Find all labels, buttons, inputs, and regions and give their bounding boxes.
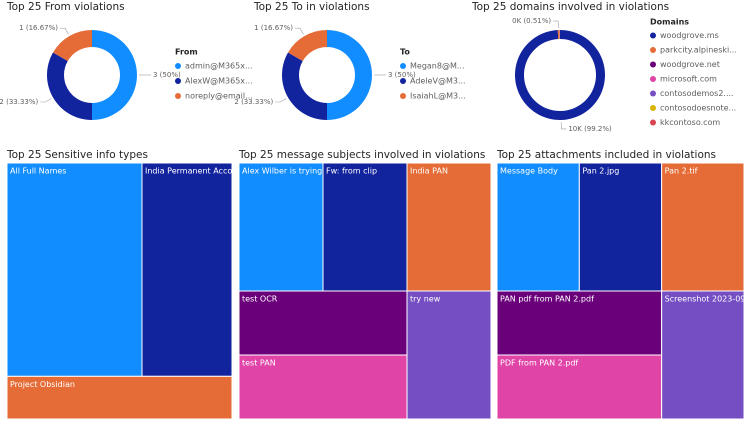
treemap-tile — [661, 162, 745, 292]
legend-marker — [650, 119, 656, 126]
donut-slice — [288, 30, 327, 61]
legend-label: woodgrove.net — [660, 60, 720, 69]
legend-label: woodgrove.ms — [660, 31, 719, 40]
tile-label: try new — [410, 295, 441, 304]
data-label: 0K (0.51%) — [512, 17, 551, 25]
treemap-tile — [6, 162, 143, 377]
leader-line — [553, 20, 559, 29]
legend-label: admin@M365x... — [185, 62, 253, 71]
legend-marker — [400, 93, 406, 99]
leader-line — [295, 27, 304, 35]
tile-label: Pan 2.jpg — [582, 167, 619, 176]
donut-slice — [282, 52, 327, 120]
legend-marker — [175, 93, 181, 99]
donut-slice — [515, 30, 605, 120]
chart-title: Top 25 attachments included in violation… — [496, 149, 716, 161]
treemap-tile — [578, 162, 663, 292]
tile-label: test PAN — [242, 359, 276, 368]
legend-label: AdeleV@M3... — [410, 77, 466, 86]
leader-line — [60, 27, 69, 35]
donut-slice — [92, 30, 137, 120]
data-label: 3 (50%) — [153, 71, 181, 79]
legend-marker — [175, 78, 181, 84]
tile-label: test OCR — [242, 295, 278, 304]
chart-title: Top 25 To in violations — [253, 1, 370, 13]
legend-marker — [650, 90, 656, 97]
tile-label: India Permanent Acco... — [145, 167, 240, 176]
data-label: 2 (33.33%) — [234, 98, 273, 106]
donut-slice — [557, 30, 560, 40]
tile-label: PAN pdf from PAN 2.pdf — [500, 295, 594, 304]
treemap-tile — [238, 162, 324, 292]
tile-label: Pan 2.tif — [665, 167, 698, 176]
tile-label: Project Obsidian — [10, 380, 75, 389]
data-label: 1 (16.67%) — [19, 24, 58, 32]
tile-label: Fw: from clip — [326, 167, 377, 176]
treemap-tile — [238, 290, 408, 356]
legend-marker — [650, 32, 656, 39]
tile-label: Alex Wilber is trying ... — [242, 167, 332, 176]
legend-title: Domains — [650, 18, 689, 27]
legend-marker — [175, 63, 181, 69]
legend-marker — [650, 61, 656, 68]
leader-line — [275, 98, 287, 103]
tile-label: India PAN — [410, 167, 448, 176]
treemap-tile — [661, 290, 745, 420]
legend-label: contosodoesnote... — [660, 104, 736, 113]
treemap-tile — [496, 354, 663, 420]
legend-label: noreply@email... — [185, 92, 253, 101]
treemap-tile — [6, 375, 233, 420]
legend-title: From — [175, 48, 198, 57]
chart-title: Top 25 message subjects involved in viol… — [238, 149, 485, 161]
legend-label: contosodemos2.... — [660, 89, 734, 98]
data-label: 10K (99.2%) — [568, 125, 612, 133]
legend-label: parkcity.alpineski... — [660, 46, 737, 55]
leader-line — [40, 98, 52, 103]
legend-marker — [650, 47, 656, 53]
legend-label: microsoft.com — [660, 75, 717, 84]
treemap-tile — [406, 290, 492, 420]
chart-title: Top 25 From violations — [6, 1, 125, 13]
treemap-tile — [406, 162, 492, 292]
legend-marker — [400, 78, 406, 84]
donut-slice — [53, 30, 92, 61]
treemap-tile — [322, 162, 408, 292]
donut-slice — [46, 52, 92, 120]
tile-label: Screenshot 2023-09... — [665, 295, 750, 304]
legend-marker — [650, 105, 656, 111]
legend-label: AlexW@M365x... — [185, 77, 253, 86]
legend-title: To — [400, 48, 410, 57]
treemap-tile — [238, 354, 408, 420]
chart-title: Top 25 Sensitive info types — [6, 149, 148, 161]
leader-line — [560, 121, 567, 130]
donut-slice — [327, 30, 372, 120]
data-label: 1 (16.67%) — [254, 24, 293, 32]
tile-label: All Full Names — [10, 167, 66, 176]
legend-label: IsaiahL@M3... — [410, 92, 466, 101]
chart-title: Top 25 domains involved in violations — [471, 1, 669, 13]
data-label: 2 (33.33%) — [0, 98, 38, 106]
treemap-tile — [496, 162, 580, 292]
data-label: 3 (50%) — [388, 71, 416, 79]
legend-label: kkcontoso.com — [660, 118, 720, 127]
treemap-tile — [141, 162, 233, 377]
tile-label: PDF from PAN 2.pdf — [500, 359, 578, 368]
legend-marker — [650, 76, 656, 82]
tile-label: Message Body — [500, 167, 558, 176]
legend-label: Megan8@M... — [410, 62, 465, 71]
legend-marker — [400, 63, 406, 69]
